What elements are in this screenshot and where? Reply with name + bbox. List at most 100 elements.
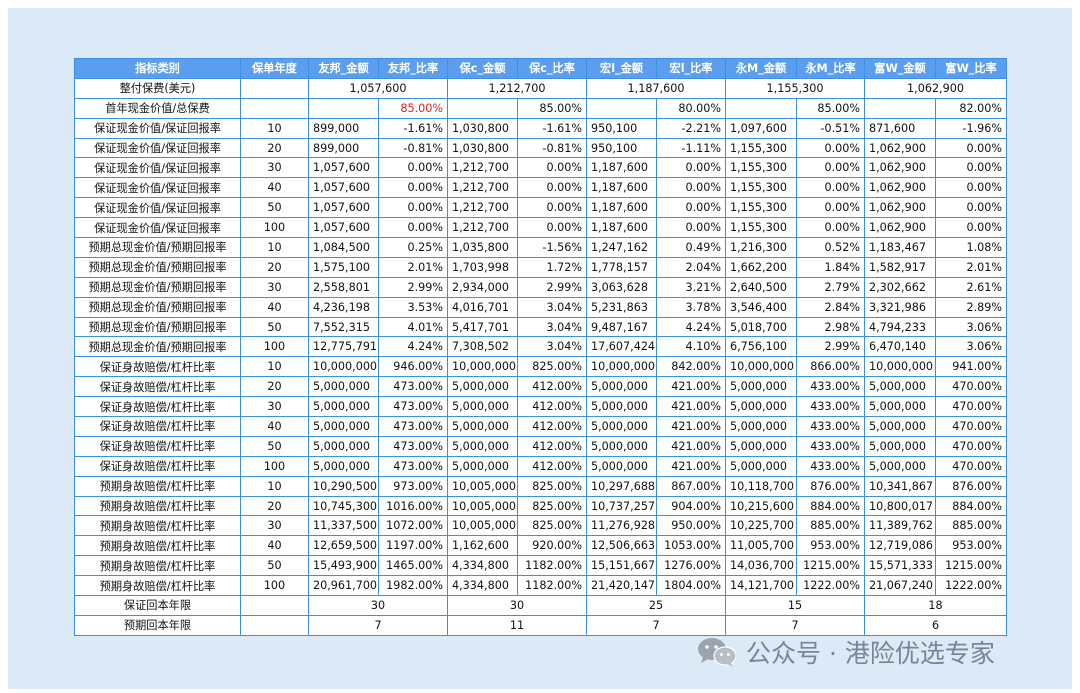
ratio-cell: 421.00% [656,435,726,457]
row-label: 预期身故赔偿/杠杆比率 [74,515,241,537]
amount-cell: 1,057,600 [308,157,379,179]
ratio-cell: 1197.00% [378,535,448,557]
amount-cell: 1,155,300 [725,217,797,239]
ratio-cell: -1.56% [517,237,587,258]
ratio-cell: 2.99% [378,276,448,298]
policy-year-cell: 40 [240,535,309,557]
table-row: 预期总现金价值/预期回报率 30 2,558,801 2.99% 2,934,000 2.… [74,276,1007,298]
ratio-cell: -1.96% [935,117,1007,139]
ratio-cell: 2.79% [796,276,865,298]
amount-cell: 5,000,000 [864,416,936,437]
amount-cell: 12,775,791 [308,336,379,358]
policy-year-cell: 50 [240,316,309,338]
policy-year-cell: 100 [240,336,309,358]
amount-cell: 5,000,000 [308,396,379,418]
policy-year-cell: 40 [240,416,309,437]
amount-cell: 1,778,157 [586,256,657,278]
row-label: 保证身故赔偿/杠杆比率 [74,435,241,457]
table-row: 保证身故赔偿/杠杆比率 30 5,000,000 473.00% 5,000,000 41… [74,396,1007,418]
policy-year-cell: 20 [240,256,309,278]
amount-cell: 21,067,240 [864,575,936,597]
ratio-cell: 2.89% [935,296,1007,318]
ratio-cell: 0.00% [378,157,448,179]
amount-cell: 21,420,147 [586,575,657,597]
amount-cell: 899,000 [308,117,379,139]
ratio-cell: 421.00% [656,455,726,477]
ratio-cell: 421.00% [656,396,726,418]
ratio-cell: -1.61% [517,117,587,139]
ratio-cell: 1.72% [517,256,587,278]
amount-cell: 1,155,300 [725,157,797,179]
ratio-cell: 1465.00% [378,555,448,577]
premium-cell: 1,187,600 [586,77,726,99]
amount-cell: 1,057,600 [308,177,379,199]
header-cell: 保单年度 [240,58,309,79]
ratio-cell: 3.06% [935,336,1007,358]
amount-cell: 1,062,900 [864,137,936,159]
ratio-cell: 0.00% [796,217,865,239]
amount-cell: 1,575,100 [308,256,379,278]
table-row: 保证现金价值/保证回报率 50 1,057,600 0.00% 1,212,700 0.0… [74,197,1007,219]
row-label: 预期回本年限 [74,614,241,636]
ratio-cell: 0.00% [517,197,587,219]
amount-cell: 5,000,000 [308,416,379,437]
ratio-cell: 950.00% [656,515,726,537]
row-label: 预期总现金价值/预期回报率 [74,296,241,318]
policy-year-cell: 100 [240,575,309,597]
ratio-cell: 433.00% [796,455,865,477]
first-year-row: 首年现金价值/总保费 85.00% 85.00% 80.00% 85.00% 8… [74,97,1007,119]
first-year-ratio: 82.00% [935,97,1007,119]
amount-cell: 1,183,467 [864,237,936,258]
amount-cell: 5,000,000 [447,376,518,398]
amount-cell: 1,216,300 [725,237,797,258]
ratio-cell: 825.00% [517,356,587,378]
amount-cell: 11,005,700 [725,535,797,557]
amount-cell: 950,100 [586,137,657,159]
ratio-cell: 1982.00% [378,575,448,597]
ratio-cell: 3.04% [517,336,587,358]
table-row: 保证身故赔偿/杠杆比率 100 5,000,000 473.00% 5,000,000 4… [74,455,1007,477]
table-row: 保证身故赔偿/杠杆比率 20 5,000,000 473.00% 5,000,000 41… [74,376,1007,398]
ratio-cell: 0.00% [656,197,726,219]
premium-cell: 1,062,900 [864,77,1007,99]
policy-year-cell: 20 [240,376,309,398]
ratio-cell: 412.00% [517,455,587,477]
ratio-cell: 2.01% [935,256,1007,278]
header-cell: 友邦_比率 [378,58,448,79]
table-row: 预期身故赔偿/杠杆比率 50 15,493,900 1465.00% 4,334,800… [74,555,1007,577]
ratio-cell: 884.00% [935,495,1007,517]
wechat-icon [698,638,737,667]
ratio-cell: 3.06% [935,316,1007,338]
empty-cell [240,595,309,616]
ratio-cell: 884.00% [796,495,865,517]
ratio-cell: 1182.00% [517,575,587,597]
amount-cell: 10,000,000 [586,356,657,378]
amount-cell: 17,607,424 [586,336,657,358]
policy-year-cell: 50 [240,435,309,457]
amount-cell: 10,005,000 [447,495,518,517]
amount-cell: 5,000,000 [447,455,518,477]
ratio-cell: 1053.00% [656,535,726,557]
ratio-cell: 876.00% [796,475,865,497]
ratio-cell: 470.00% [935,376,1007,398]
policy-year-cell: 30 [240,276,309,298]
amount-cell: 1,155,300 [725,177,797,199]
amount-cell: 5,000,000 [586,396,657,418]
row-label: 预期总现金价值/预期回报率 [74,276,241,298]
row-label: 保证身故赔偿/杠杆比率 [74,455,241,477]
amount-cell: 7,552,315 [308,316,379,338]
ratio-cell: 0.00% [656,177,726,199]
ratio-cell: 0.00% [378,197,448,219]
policy-year-cell: 10 [240,117,309,139]
amount-cell: 1,187,600 [586,217,657,239]
amount-cell: 6,470,140 [864,336,936,358]
amount-cell: 12,659,500 [308,535,379,557]
ratio-cell: 1215.00% [935,555,1007,577]
breakeven-cell: 30 [308,595,448,616]
amount-cell: 1,703,998 [447,256,518,278]
amount-cell: 1,057,600 [308,197,379,219]
row-label: 预期身故赔偿/杠杆比率 [74,555,241,577]
ratio-cell: 0.25% [378,237,448,258]
amount-cell: 1,155,300 [725,137,797,159]
amount-cell: 10,000,000 [725,356,797,378]
